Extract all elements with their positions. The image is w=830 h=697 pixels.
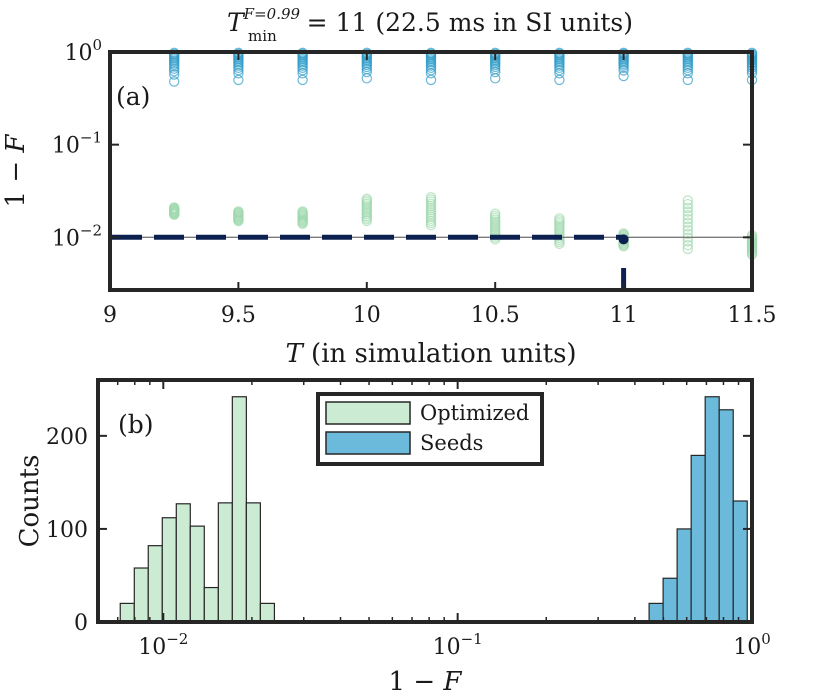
plot-frame-b (96, 378, 754, 624)
minimum-time-point (618, 234, 629, 245)
histogram-bar (245, 502, 261, 623)
scatter-points (168, 47, 758, 260)
panel-b: 10−2 10−1 100 0 100 200 (b) Counts 1 − F Opti… (15, 378, 771, 697)
figure-title: TF=0.99 min = 11 (22.5 ms in SI units) (227, 5, 633, 45)
histogram-bar (704, 396, 720, 623)
scatter-point (361, 193, 372, 205)
scatter-point (682, 228, 694, 240)
x-tick-label-a: 11 (610, 303, 638, 328)
panel-label-b: (b) (118, 410, 154, 439)
scatter-point (168, 76, 180, 87)
scatter-point (682, 239, 694, 251)
scatter-point (490, 208, 501, 219)
axis-ticks-a: 9 9.5 10 10.5 11 11.5 100 10−1 10−2 (52, 36, 777, 328)
scatter-point (682, 225, 694, 236)
title-symbol: T (227, 8, 246, 37)
scatter-point (682, 213, 694, 225)
y-tick-label-a: 100 (64, 36, 102, 66)
histogram-bar (161, 517, 177, 623)
scatter-point (168, 66, 180, 77)
x-label-a-symbol: T (285, 339, 304, 369)
scatter-point (682, 198, 694, 210)
histogram-bar (217, 502, 233, 623)
scatter-point (168, 69, 180, 80)
histogram-bar (203, 586, 219, 623)
scatter-point (233, 206, 244, 217)
x-tick-label-b: 10−2 (138, 630, 188, 660)
title-superscript: F=0.99 (243, 5, 301, 23)
y-axis-label-b: Counts (15, 455, 45, 548)
legend: Optimized Seeds (316, 392, 544, 466)
histogram-bar (676, 528, 692, 623)
histogram-bar (231, 396, 247, 623)
y-tick-label-b: 100 (46, 518, 88, 543)
y-axis-label-a: 1 − F (1, 134, 31, 208)
y-tick-label-a: 10−1 (52, 129, 102, 159)
title-subscript: min (248, 27, 277, 45)
scatter-point (618, 70, 629, 82)
panel-a: 9 9.5 10 10.5 11 11.5 100 10−1 10−2 (a) 1 − F T … (1, 36, 776, 369)
histogram-bar (690, 454, 706, 623)
histogram-bar (662, 577, 678, 623)
y-tick-label-b: 200 (46, 425, 88, 450)
histogram-bar (732, 500, 748, 623)
axis-ticks-b: 10−2 10−1 100 0 100 200 (46, 380, 771, 660)
scatter-point (297, 206, 308, 217)
scatter-point (682, 202, 694, 214)
y-label-a-prefix: 1 − (1, 153, 31, 208)
legend-swatch-optimized (325, 401, 411, 425)
title-rest: = 11 (22.5 ms in SI units) (299, 8, 633, 37)
legend-label-optimized: Optimized (420, 401, 529, 425)
histogram-bar (648, 602, 664, 623)
x-tick-label-b: 100 (733, 630, 771, 660)
x-tick-label-a: 10 (353, 303, 381, 328)
histogram-bar (119, 602, 135, 623)
scatter-point (682, 243, 694, 255)
legend-swatch-seeds (325, 431, 411, 455)
histogram-bar (147, 545, 163, 623)
x-tick-label-a: 9 (103, 303, 117, 328)
y-tick-label-a: 10−2 (52, 221, 102, 251)
x-tick-label-a: 9.5 (221, 303, 256, 328)
scatter-point (425, 192, 437, 203)
x-label-b-symbol: F (442, 667, 462, 697)
scatter-point (682, 195, 694, 206)
x-label-b-prefix: 1 − (389, 667, 444, 697)
histogram-bar (189, 525, 205, 623)
y-label-a-symbol: F (1, 134, 31, 154)
scatter-point (168, 202, 180, 213)
histogram-bar (259, 602, 276, 623)
histogram-bar (133, 567, 149, 623)
x-axis-label-b: 1 − F (389, 667, 463, 697)
legend-label-seeds: Seeds (420, 431, 483, 455)
x-label-a-rest: (in simulation units) (303, 339, 577, 369)
scatter-point (682, 206, 694, 217)
scatter-point (682, 221, 694, 232)
histogram-bar (175, 503, 191, 623)
x-tick-label-a: 11.5 (728, 303, 777, 328)
plot-frame-a (108, 50, 754, 292)
histogram-bar (718, 409, 734, 623)
panel-label-a: (a) (116, 82, 150, 111)
scatter-point (554, 213, 565, 224)
scatter-point (682, 217, 694, 229)
y-tick-label-b: 0 (74, 611, 88, 636)
scatter-point (682, 210, 694, 221)
x-axis-label-a: T (in simulation units) (285, 339, 576, 369)
x-tick-label-b: 10−1 (433, 630, 483, 660)
x-tick-label-a: 10.5 (471, 303, 520, 328)
